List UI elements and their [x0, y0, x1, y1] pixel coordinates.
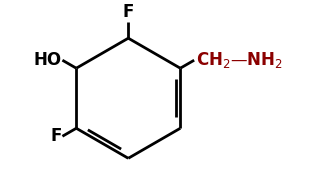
Text: HO: HO [33, 51, 61, 69]
Text: F: F [123, 3, 134, 21]
Text: F: F [50, 127, 61, 145]
Text: CH$_2$—NH$_2$: CH$_2$—NH$_2$ [196, 50, 282, 70]
